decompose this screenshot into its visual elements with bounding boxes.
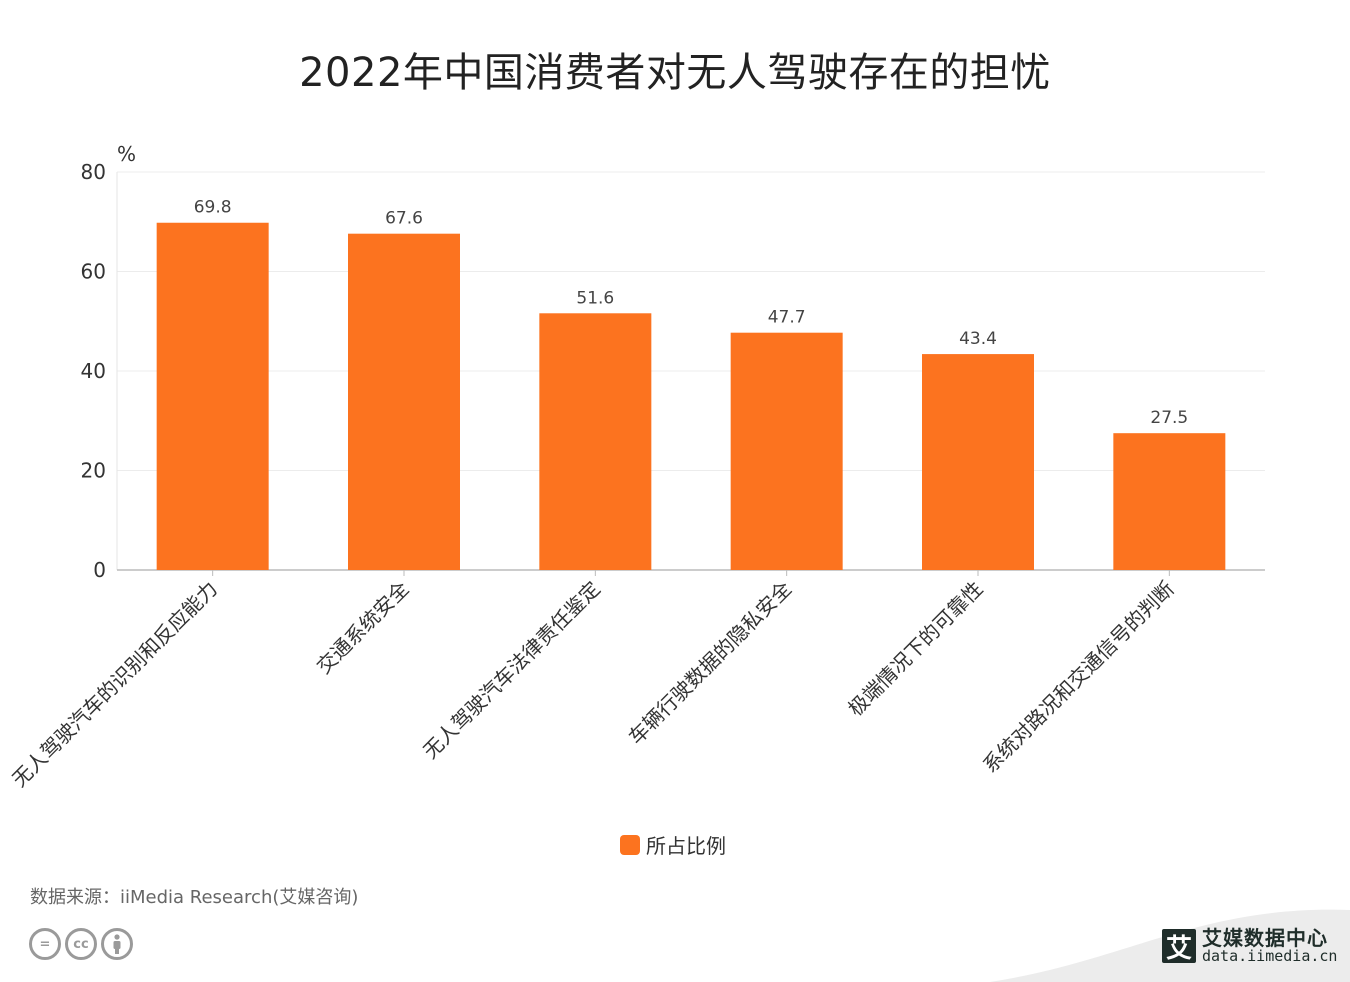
bar (730, 332, 843, 570)
data-label: 47.7 (768, 308, 806, 328)
y-tick-label: 60 (81, 260, 106, 284)
bar-chart: 0 20 40 60 80% 69.8 无人驾驶汽车的识别和反应能力 67.6 交通系统安全 51… (7, 142, 1265, 792)
x-tick-label: 无人驾驶汽车法律责任鉴定 (418, 577, 605, 764)
brand-name: 艾媒数据中心 (1202, 926, 1328, 950)
bar (348, 233, 460, 570)
bar (539, 313, 652, 570)
y-tick-label: 0 (93, 558, 106, 582)
legend-swatch (620, 834, 640, 855)
person-icon (101, 928, 133, 960)
data-label: 27.5 (1150, 408, 1188, 428)
brand-url: data.iimedia.cn (1202, 947, 1338, 965)
x-tick-label: 极端情况下的可靠性 (843, 577, 987, 721)
x-tick-label: 交通系统安全 (312, 577, 414, 679)
brand-logo-icon: 艾 (1162, 929, 1196, 964)
y-tick-label: 80 (81, 160, 106, 184)
data-label: 69.8 (194, 198, 232, 218)
legend-label: 所占比例 (646, 834, 726, 858)
equal-icon: = (29, 928, 61, 960)
x-tick-label: 无人驾驶汽车的识别和反应能力 (7, 577, 222, 792)
y-tick-label: 40 (81, 359, 106, 383)
bar (922, 354, 1034, 570)
data-label: 43.4 (959, 329, 997, 349)
y-tick-label: 20 (81, 459, 106, 483)
data-label: 51.6 (576, 288, 614, 308)
y-axis-unit: % (117, 142, 136, 166)
cc-icon: cc (65, 928, 97, 960)
legend[interactable]: 所占比例 (620, 830, 726, 859)
x-tick-label: 系统对路况和交通信号的判断 (978, 577, 1179, 778)
data-label: 67.6 (385, 209, 423, 229)
source-note: 数据来源：iiMedia Research(艾媒咨询) (30, 887, 359, 908)
x-tick-label: 车辆行驶数据的隐私安全 (624, 577, 797, 750)
bar (156, 222, 269, 570)
chart-title: 2022年中国消费者对无人驾驶存在的担忧 (299, 50, 1051, 96)
license-icons: = cc (29, 928, 133, 960)
brand-mark: 艾 艾媒数据中心 data.iimedia.cn (1162, 928, 1337, 965)
bar (1113, 433, 1226, 570)
